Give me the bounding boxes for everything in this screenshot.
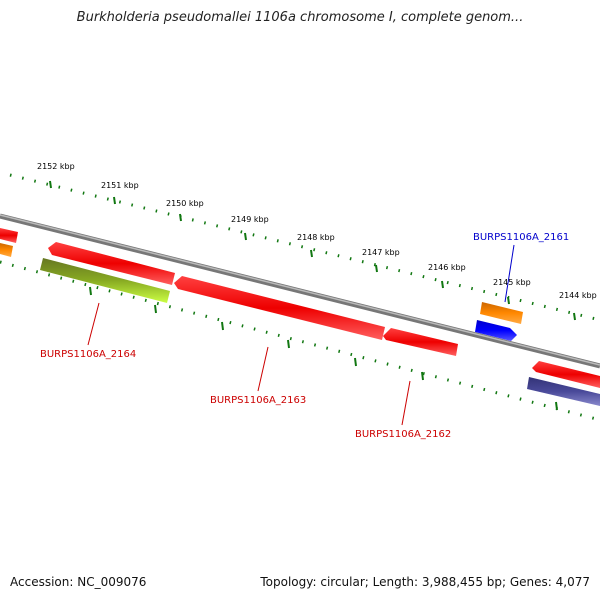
gene-feature-2164-red[interactable] (48, 242, 175, 285)
gene-feature-2161-orange[interactable] (480, 302, 523, 324)
gene-feature-right-slate[interactable] (527, 377, 600, 406)
leader-2163 (257, 346, 269, 392)
chromosome-backbone (0, 213, 600, 369)
inner-ticks (89, 286, 558, 411)
gene-feature-left-edge[interactable] (0, 228, 18, 243)
tick-label: 2151 kbp (101, 181, 139, 190)
gene-feature-right-red[interactable] (532, 361, 600, 388)
leader-2162 (401, 380, 411, 426)
gene-label-2161[interactable]: BURPS1106A_2161 (473, 232, 569, 243)
outer-tick-track (9, 173, 600, 322)
leader-2161 (504, 244, 515, 303)
map-title: Burkholderia pseudomallei 1106a chromoso… (76, 10, 524, 25)
major-ticks (49, 180, 576, 321)
tick-label: 2146 kbp (428, 263, 466, 272)
gene-label-2163[interactable]: BURPS1106A_2163 (210, 395, 306, 406)
accession-text: Accession: NC_009076 (10, 575, 147, 589)
tick-label: 2147 kbp (362, 248, 400, 257)
gene-label-2164[interactable]: BURPS1106A_2164 (40, 349, 136, 360)
tick-label: 2152 kbp (37, 162, 75, 171)
gene-label-2162[interactable]: BURPS1106A_2162 (355, 429, 451, 440)
leader-2164 (87, 302, 100, 346)
gene-feature-2163[interactable] (174, 276, 385, 340)
gene-feature-orange-edge[interactable] (0, 243, 13, 257)
gene-feature-2161[interactable] (475, 320, 517, 341)
tick-label: 2144 kbp (559, 291, 597, 300)
tick-label: 2145 kbp (493, 278, 531, 287)
tick-label: 2148 kbp (297, 233, 335, 242)
genome-summary-text: Topology: circular; Length: 3,988,455 bp… (260, 575, 590, 589)
tick-label: 2149 kbp (231, 215, 269, 224)
gene-feature-2162[interactable] (383, 328, 458, 356)
tick-label: 2150 kbp (166, 199, 204, 208)
gene-feature-2164[interactable] (40, 258, 170, 303)
